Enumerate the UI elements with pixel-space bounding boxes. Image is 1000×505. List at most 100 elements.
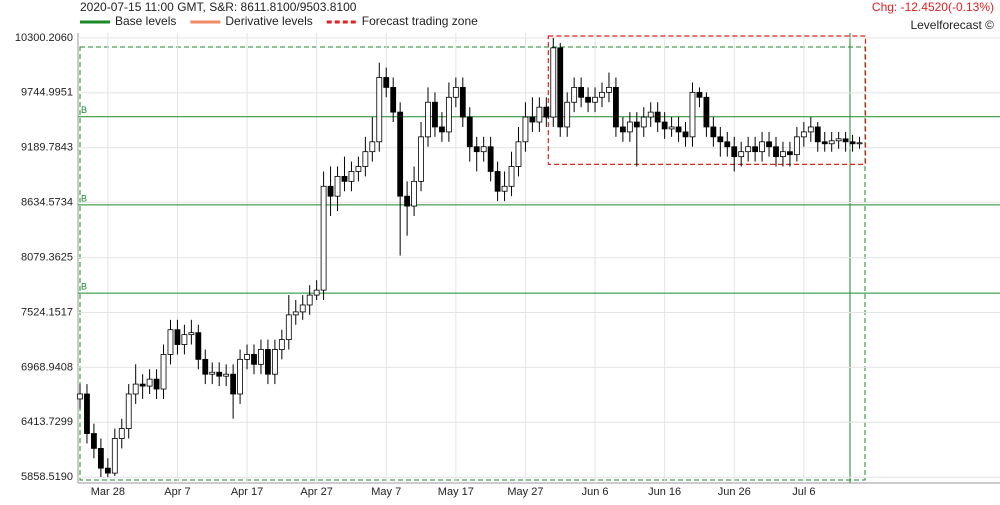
candle-body [752,146,759,153]
candle-body [508,166,515,187]
candle-body [703,96,710,128]
candle-body [97,447,104,469]
candle-body [828,140,835,145]
candle-body [501,185,508,192]
x-tick-label: May 27 [507,486,543,498]
candle-body [807,126,814,133]
candle-body [167,329,174,355]
x-tick-label: May 7 [371,486,401,498]
candle-body [160,354,167,390]
candle-body [348,171,355,182]
candle-body [202,358,209,375]
level-label: B [81,193,87,203]
candle-body [299,304,306,313]
candle-body [835,138,842,142]
chart-header: 2020-07-15 11:00 GMT, S&R: 8611.8100/950… [80,0,357,14]
candle-body [132,383,139,395]
x-tick-label: Apr 7 [164,486,190,498]
candle-body [696,91,703,98]
candle-body [104,467,111,474]
candle-body [397,111,404,197]
change: Chg: -12.4520(-0.13%) [872,0,994,14]
candle-body [606,86,612,93]
candle-body [647,111,654,118]
candle-body [195,332,202,360]
candle-body [668,126,675,130]
candle-body [452,86,459,98]
candle-body [216,371,223,377]
candle-body [640,116,647,128]
candle-body [439,126,445,133]
y-tick-label: 8634.5734 [21,197,73,209]
candle-body [494,171,501,192]
candle-body [369,141,376,153]
candle-body [619,126,626,133]
candle-body [585,96,591,103]
candle-body [856,142,863,145]
candle-body [689,91,696,138]
candle-body [313,289,320,296]
candle-body [153,378,160,390]
y-tick-label: 6413.7299 [21,416,73,428]
x-tick-label: Jul 6 [792,486,815,498]
candle-body [209,371,216,375]
candle-body [787,151,793,156]
candle-body [188,332,195,336]
candle-body [529,116,536,123]
candle-body [571,86,578,103]
candle-body [139,383,146,387]
candle-body [564,101,571,128]
candle-body [599,91,605,98]
candle-body [842,138,849,143]
candle-body [626,121,633,133]
candle-body [146,378,153,387]
candle-body [710,126,717,138]
y-tick-label: 9744.9951 [21,87,73,99]
candle-body [111,438,118,474]
candle-body [258,349,264,365]
candle-body [466,116,473,148]
candle-body [473,146,480,153]
candle-body [84,393,90,434]
candle-body [223,373,230,377]
candle-body [91,433,97,449]
candle-body [459,86,466,118]
y-tick-label: 5858.5190 [21,471,73,483]
candle-body [341,176,348,182]
candle-body [522,116,529,143]
candle-body [320,185,327,291]
candle-body [759,141,765,153]
candle-body [244,354,250,360]
x-tick-label: Jun 26 [718,486,751,498]
candle-body [661,121,668,130]
candle-body [724,141,731,148]
candle-body [515,141,522,167]
candle-body [306,294,313,306]
candle-body [278,339,285,350]
candle-body [536,106,543,123]
y-tick-label: 9189.7843 [21,142,73,154]
candle-body [821,141,828,145]
candle-body [766,141,772,148]
y-tick-label: 8079.3625 [21,251,73,263]
x-tick-label: Apr 17 [231,486,263,498]
candle-body [285,314,292,340]
candle-body [271,349,278,375]
candle-body [362,151,369,167]
legend-label: Forecast trading zone [362,14,478,28]
candle-body [334,176,341,197]
level-label: B [81,282,87,292]
candle-body [745,146,752,153]
candle-body [849,141,856,145]
candle-body [77,393,83,400]
candle-body [404,195,411,207]
y-tick-label: 10300.2060 [15,32,73,44]
candle-body [265,349,271,375]
candle-body [592,96,598,103]
candle-body [780,151,786,158]
candle-body [376,77,383,143]
candle-body [613,86,619,128]
legend-label: Derivative levels [225,14,312,28]
x-tick-label: Apr 27 [300,486,332,498]
candle-body [773,146,779,158]
